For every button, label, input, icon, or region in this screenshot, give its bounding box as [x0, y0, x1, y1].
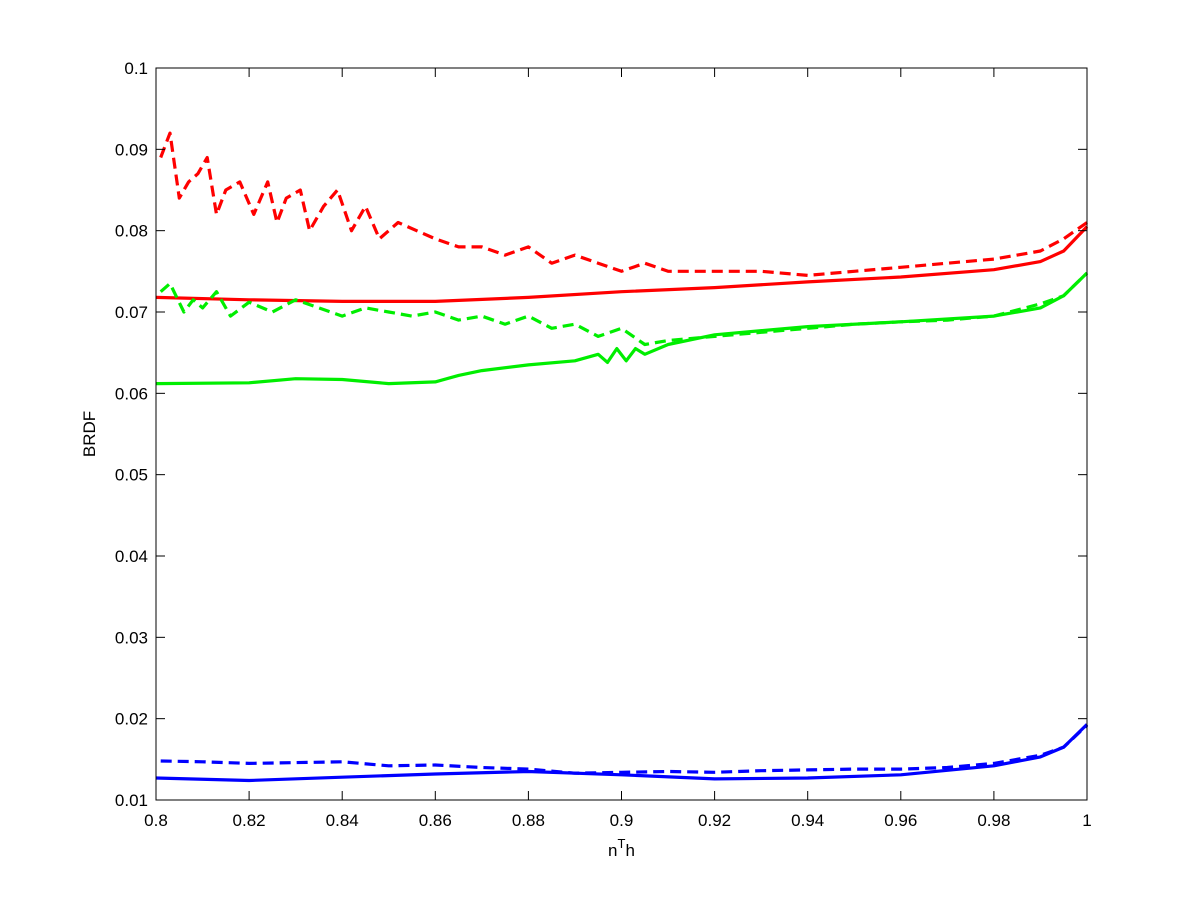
x-axis-label-superscript: T	[618, 836, 626, 851]
y-tick-label: 0.01	[115, 791, 148, 810]
x-axis-label-tail: h	[625, 841, 634, 860]
y-tick-label: 0.1	[124, 59, 148, 78]
x-tick-label: 0.84	[326, 811, 359, 830]
x-tick-label: 0.82	[233, 811, 266, 830]
x-tick-label: 1	[1082, 811, 1091, 830]
series-line-1	[159, 131, 1088, 277]
x-tick-label: 0.88	[512, 811, 545, 830]
y-axis: 0.01 0.02 0.03 0.04 0.05 0.06 0.07 0.08 0.09 0.1	[115, 59, 1087, 810]
y-axis-label: BRDF	[80, 411, 99, 457]
x-tick-label: 0.94	[791, 811, 824, 830]
series-line-2	[155, 225, 1089, 303]
series-line-4	[155, 271, 1089, 386]
y-tick-label: 0.03	[115, 628, 148, 647]
y-tick-label: 0.07	[115, 303, 148, 322]
series-layer	[155, 131, 1089, 783]
x-tick-label: 0.96	[884, 811, 917, 830]
plot-area	[156, 68, 1087, 800]
x-axis: 0.8 0.82 0.84 0.86 0.88 0.9 0.92 0.94 0.96 0.98 1	[144, 68, 1092, 830]
y-tick-label: 0.09	[115, 140, 148, 159]
y-tick-label: 0.06	[115, 384, 148, 403]
y-tick-label: 0.05	[115, 466, 148, 485]
x-tick-label: 0.8	[144, 811, 168, 830]
y-tick-label: 0.02	[115, 710, 148, 729]
y-tick-label: 0.04	[115, 547, 148, 566]
series-line-5	[160, 724, 1089, 775]
y-tick-label: 0.08	[115, 222, 148, 241]
x-tick-label: 0.98	[977, 811, 1010, 830]
x-axis-label-base: n	[608, 841, 617, 860]
series-line-6	[155, 723, 1089, 783]
x-axis-label: nTh	[608, 836, 635, 860]
x-tick-label: 0.9	[610, 811, 634, 830]
x-tick-label: 0.92	[698, 811, 731, 830]
x-tick-label: 0.86	[419, 811, 452, 830]
